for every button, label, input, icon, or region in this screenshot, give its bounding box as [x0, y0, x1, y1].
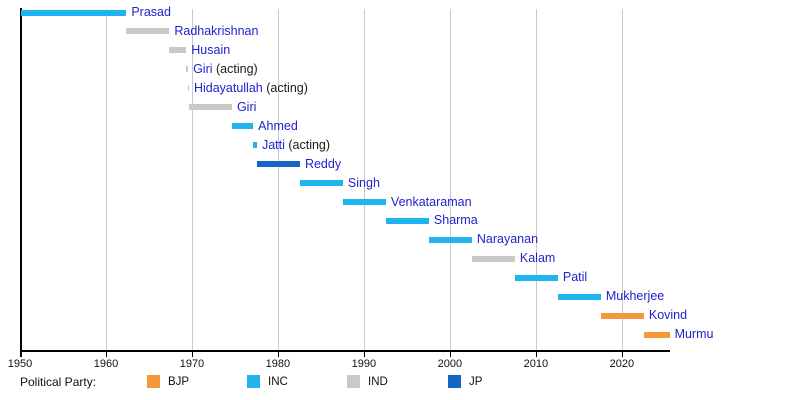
president-label-hidayatullah: Hidayatullah (acting) — [194, 81, 308, 96]
tick-label-1950: 1950 — [7, 358, 33, 370]
term-bar-venkataraman — [342, 199, 386, 205]
legend-title: Political Party: — [20, 375, 97, 389]
tick-label-1970: 1970 — [179, 358, 205, 370]
president-link-giri[interactable]: Giri — [236, 99, 257, 114]
president-label-patil: Patil — [563, 270, 587, 285]
term-bar-husain — [169, 47, 187, 54]
term-bar-murmu — [643, 331, 670, 338]
gridline-2010 — [535, 9, 537, 350]
term-bar-ahmed — [231, 123, 254, 130]
term-bar-reddy — [256, 161, 300, 168]
tick-label-2020: 2020 — [609, 358, 635, 370]
axis-tick-1980 — [277, 350, 279, 357]
president-label-reddy: Reddy — [305, 157, 341, 172]
president-label-narayanan: Narayanan — [477, 232, 538, 247]
term-bar-mukherjee — [557, 293, 601, 300]
president-link-singh[interactable]: Singh — [347, 175, 380, 190]
term-bar-hidayatullah — [188, 85, 190, 92]
axis-tick-2020 — [621, 350, 623, 357]
legend-label-inc: INC — [268, 376, 288, 388]
president-label-giri: Giri (acting) — [193, 62, 258, 77]
gridline-2020 — [621, 9, 623, 350]
term-bar-giri — [188, 104, 232, 111]
president-link-kalam[interactable]: Kalam — [519, 251, 556, 266]
axis-tick-1970 — [191, 350, 193, 357]
term-bar-radhakrishnan — [126, 28, 170, 35]
term-bar-sharma — [385, 217, 429, 224]
president-link-hidayatullah[interactable]: Hidayatullah — [193, 80, 263, 95]
president-label-kalam: Kalam — [520, 251, 555, 266]
axis-tick-1950 — [20, 350, 21, 357]
president-label-mukherjee: Mukherjee — [606, 289, 664, 304]
legend-label-jp: JP — [469, 376, 483, 388]
president-link-radhakrishnan[interactable]: Radhakrishnan — [174, 23, 259, 38]
term-bar-giri — [186, 66, 189, 73]
term-bar-kovind — [600, 312, 644, 319]
president-link-prasad[interactable]: Prasad — [131, 5, 171, 19]
tick-label-2000: 2000 — [437, 358, 463, 370]
president-label-ahmed: Ahmed — [258, 119, 298, 134]
term-bar-singh — [299, 180, 343, 187]
gridline-2000 — [449, 9, 451, 350]
legend-label-bjp: BJP — [168, 376, 190, 388]
legend-swatch-bjp — [147, 375, 160, 388]
term-bar-prasad — [20, 9, 127, 16]
president-label-venkataraman: Venkataraman — [391, 195, 472, 210]
axis-tick-2010 — [535, 350, 537, 357]
legend-swatch-jp — [448, 375, 461, 388]
president-link-patil[interactable]: Patil — [562, 270, 588, 285]
president-label-husain: Husain — [191, 43, 230, 58]
president-link-narayanan[interactable]: Narayanan — [476, 232, 539, 247]
legend-swatch-inc — [247, 375, 260, 388]
tick-label-2010: 2010 — [523, 358, 549, 370]
gridline-1970 — [191, 9, 193, 350]
president-link-kovind[interactable]: Kovind — [648, 308, 688, 323]
tick-label-1980: 1980 — [265, 358, 291, 370]
y-axis — [20, 8, 22, 357]
president-link-sharma[interactable]: Sharma — [433, 213, 478, 228]
tick-label-1990: 1990 — [351, 358, 377, 370]
term-bar-narayanan — [428, 236, 472, 243]
president-label-radhakrishnan: Radhakrishnan — [174, 24, 258, 39]
term-bar-patil — [514, 274, 558, 281]
president-label-kovind: Kovind — [649, 308, 687, 323]
president-link-husain[interactable]: Husain — [191, 42, 231, 57]
president-label-sharma: Sharma — [434, 213, 478, 228]
president-label-giri: Giri — [237, 100, 256, 115]
term-bar-jatti — [253, 142, 257, 149]
acting-suffix: (acting) — [212, 61, 258, 76]
president-link-venkataraman[interactable]: Venkataraman — [390, 194, 472, 209]
axis-tick-1990 — [363, 350, 365, 357]
term-bar-kalam — [471, 255, 515, 262]
legend-label-ind: IND — [368, 376, 388, 388]
legend: Political Party: BJP INC IND JP — [0, 374, 800, 394]
president-link-murmu[interactable]: Murmu — [674, 327, 714, 342]
president-label-prasad: Prasad — [131, 5, 171, 20]
president-link-jatti[interactable]: Jatti — [261, 137, 285, 152]
acting-suffix: (acting) — [262, 80, 308, 95]
president-link-mukherjee[interactable]: Mukherjee — [605, 289, 665, 304]
gridline-1960 — [105, 9, 107, 350]
axis-tick-1960 — [105, 350, 107, 357]
x-axis — [20, 350, 670, 352]
president-label-murmu: Murmu — [675, 327, 714, 342]
president-link-giri[interactable]: Giri — [193, 61, 213, 76]
president-label-jatti: Jatti (acting) — [262, 138, 330, 153]
legend-swatch-ind — [347, 375, 360, 388]
axis-tick-2000 — [449, 350, 451, 357]
gridline-1980 — [277, 9, 279, 350]
president-link-ahmed[interactable]: Ahmed — [258, 118, 298, 133]
acting-suffix: (acting) — [284, 137, 331, 152]
president-link-reddy[interactable]: Reddy — [304, 156, 342, 171]
tick-label-1960: 1960 — [93, 358, 119, 370]
gridline-1990 — [363, 9, 365, 350]
president-label-singh: Singh — [348, 176, 380, 191]
